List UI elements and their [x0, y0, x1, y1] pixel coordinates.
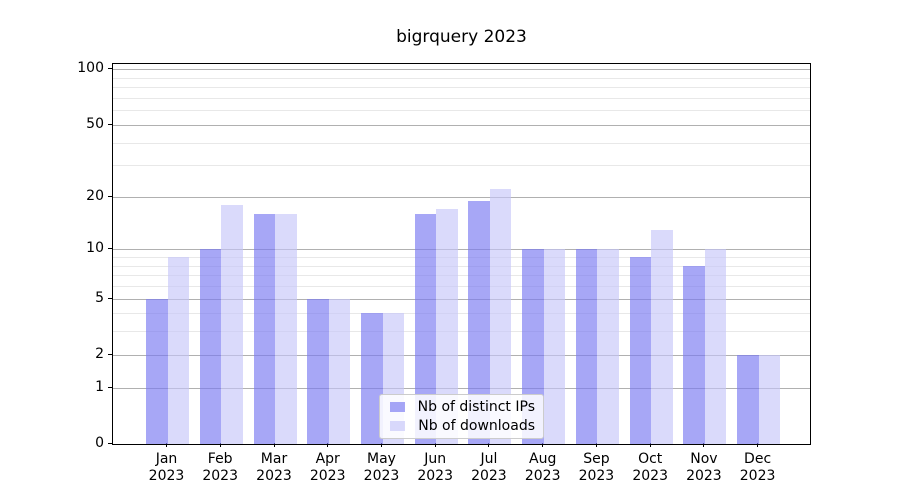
bar-downloads-jan [167, 257, 189, 444]
x-tick-label-mar: Mar 2023 [256, 451, 292, 484]
bar-ips-mar [253, 214, 275, 444]
major-gridline-100 [113, 69, 810, 71]
x-tick-label-feb: Feb 2023 [202, 451, 238, 484]
bar-downloads-sep [597, 249, 619, 444]
x-tick-mark-nov [703, 443, 705, 447]
chart-title: bigrquery 2023 [396, 27, 527, 47]
bar-ips-apr [307, 298, 329, 444]
x-tick-mark-may [381, 443, 382, 447]
minor-gridline-6 [113, 286, 810, 287]
x-tick-label-oct: Oct 2023 [632, 451, 668, 484]
y-tick-label-5: 5 [95, 289, 104, 306]
x-tick-label-nov: Nov 2023 [686, 451, 722, 484]
y-tick-label-100: 100 [77, 60, 104, 77]
y-tick-mark-1 [108, 386, 112, 388]
legend-item-distinct-ips: Nb of distinct IPs [388, 399, 535, 415]
major-gridline-1 [113, 387, 810, 389]
minor-gridline-3 [113, 331, 810, 333]
bar-downloads-mar [275, 214, 297, 444]
major-gridline-5 [113, 298, 810, 300]
y-tick-label-20: 20 [86, 187, 104, 204]
minor-gridline-7 [113, 275, 810, 277]
minor-gridline-90 [113, 77, 810, 79]
y-tick-mark-2 [108, 353, 112, 355]
y-tick-label-10: 10 [86, 240, 104, 257]
bar-ips-sep [575, 249, 598, 444]
y-tick-mark-50 [108, 123, 112, 125]
x-tick-label-jun: Jun 2023 [417, 451, 453, 484]
x-tick-label-sep: Sep 2023 [578, 451, 615, 484]
x-tick-mark-aug [542, 443, 544, 447]
minor-gridline-8 [113, 265, 810, 267]
x-tick-label-aug: Aug 2023 [524, 451, 561, 484]
bar-downloads-jul [489, 189, 512, 444]
legend: Nb of distinct IPs Nb of downloads [379, 394, 544, 439]
minor-gridline-70 [113, 97, 810, 99]
x-tick-mark-mar [273, 443, 275, 447]
y-tick-mark-20 [108, 195, 112, 197]
x-tick-label-jan: Jan 2023 [148, 451, 185, 484]
bar-ips-nov [683, 265, 705, 444]
plot-area: Nb of distinct IPs Nb of downloads [112, 63, 811, 445]
bar-ips-oct [629, 257, 652, 444]
minor-gridline-4 [113, 313, 810, 315]
legend-label-distinct-ips: Nb of distinct IPs [417, 399, 535, 416]
major-gridline-10 [113, 249, 810, 251]
bar-ips-jan [146, 298, 168, 444]
x-tick-label-jul: Jul 2023 [471, 451, 507, 484]
x-tick-mark-dec [757, 443, 759, 447]
y-tick-mark-10 [108, 248, 112, 250]
major-gridline-20 [113, 196, 810, 198]
minor-gridline-9 [113, 257, 810, 258]
minor-gridline-40 [113, 142, 810, 144]
legend-swatch-downloads [390, 420, 406, 431]
y-tick-mark-5 [108, 297, 112, 299]
legend-label-downloads: Nb of downloads [418, 417, 535, 434]
y-tick-mark-100 [108, 68, 112, 70]
x-tick-mark-sep [595, 443, 597, 447]
bar-downloads-jun [436, 209, 458, 444]
y-tick-mark-0 [108, 443, 112, 444]
bar-ips-feb [199, 249, 222, 444]
x-tick-mark-feb [219, 443, 221, 447]
bar-downloads-feb [221, 204, 243, 444]
legend-swatch-distinct-ips [390, 402, 405, 413]
y-tick-label-0: 0 [95, 435, 104, 451]
legend-item-downloads: Nb of downloads [388, 418, 535, 434]
major-gridline-50 [113, 124, 810, 126]
x-tick-label-may: May 2023 [363, 451, 400, 484]
bar-downloads-aug [543, 249, 566, 444]
x-tick-mark-apr [327, 443, 329, 447]
bar-ips-jul [468, 200, 490, 444]
x-tick-mark-jun [434, 443, 436, 447]
minor-gridline-60 [113, 110, 810, 112]
bar-downloads-nov [704, 249, 727, 444]
minor-gridline-30 [113, 165, 810, 167]
major-gridline-2 [113, 354, 810, 356]
x-tick-mark-oct [649, 443, 651, 447]
bar-downloads-dec [758, 354, 781, 444]
x-tick-mark-jul [488, 443, 490, 447]
x-tick-mark-jan [166, 443, 167, 447]
bar-ips-may [361, 313, 383, 444]
bar-downloads-oct [651, 229, 673, 444]
bar-ips-jun [414, 214, 437, 444]
y-tick-label-50: 50 [86, 115, 104, 132]
y-tick-label-2: 2 [95, 345, 104, 362]
minor-gridline-80 [113, 87, 810, 89]
bar-ips-dec [737, 354, 759, 444]
x-tick-label-apr: Apr 2023 [309, 451, 346, 484]
y-tick-label-1: 1 [95, 378, 104, 395]
x-tick-label-dec: Dec 2023 [739, 451, 776, 484]
bar-downloads-apr [328, 298, 351, 444]
